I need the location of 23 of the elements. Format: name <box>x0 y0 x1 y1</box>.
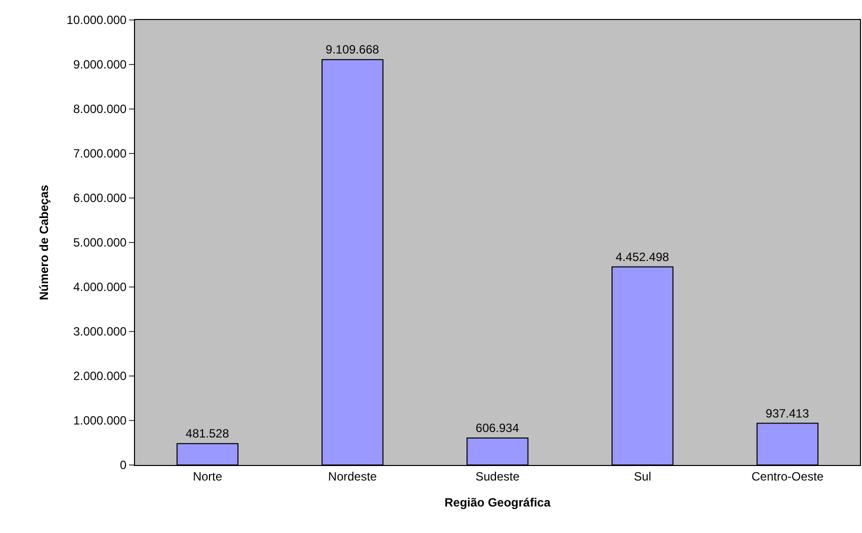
x-tick-label: Sul <box>634 469 652 484</box>
y-tick-label: 8.000.000 <box>73 102 127 116</box>
y-tick-label: 3.000.000 <box>73 324 127 339</box>
x-tick-label: Centro-Oeste <box>751 469 824 484</box>
y-tick-label: 5.000.000 <box>73 236 127 250</box>
x-tick-label: Norte <box>192 469 222 484</box>
x-tick-label: Nordeste <box>328 469 378 484</box>
y-tick-label: 4.000.000 <box>73 280 127 294</box>
x-tick-label: Sudeste <box>475 469 520 484</box>
y-tick-label: 0 <box>120 458 127 472</box>
y-tick-label: 6.000.000 <box>73 191 127 206</box>
data-label: 937.413 <box>766 406 810 420</box>
data-label: 4.452.498 <box>616 250 670 264</box>
y-tick-label: 1.000.000 <box>73 414 127 428</box>
y-tick-label: 7.000.000 <box>73 146 127 161</box>
y-axis-title: Número de Cabeças <box>36 184 51 300</box>
y-tick-label: 10.000.000 <box>66 13 127 28</box>
x-axis-title: Região Geográfica <box>444 495 551 510</box>
data-label: 9.109.668 <box>326 42 380 57</box>
data-label: 606.934 <box>476 420 520 435</box>
y-tick-label: 9.000.000 <box>73 58 127 72</box>
y-tick-label: 2.000.000 <box>73 369 127 384</box>
data-label: 481.528 <box>186 426 230 441</box>
